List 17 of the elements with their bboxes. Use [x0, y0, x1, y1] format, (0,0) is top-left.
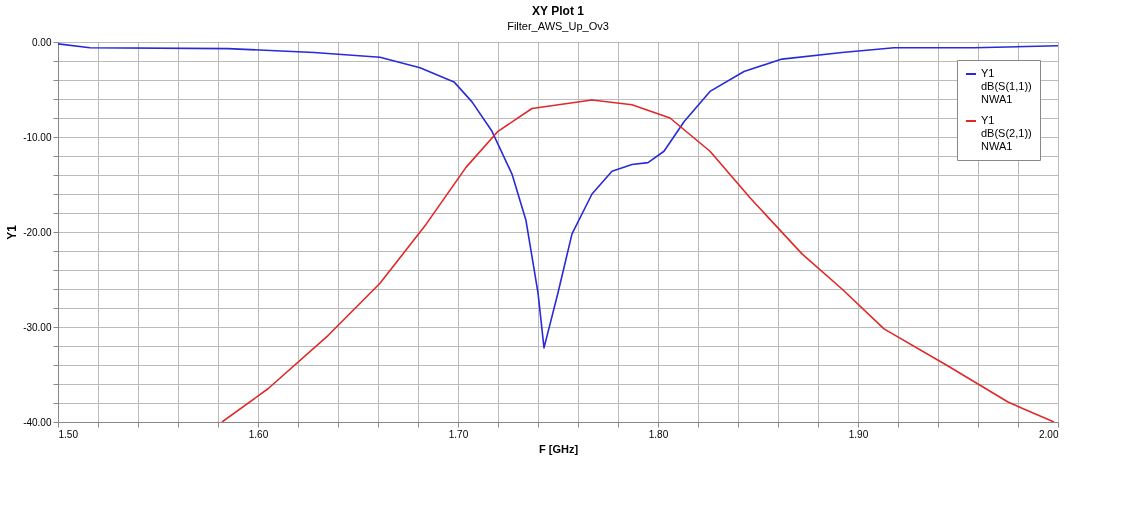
legend-label: Y1 dB(S(2,1)) NWA1 [981, 114, 1032, 152]
y-tick-label: -40.00 [23, 416, 52, 428]
x-tick-label: 2.00 [1039, 428, 1059, 440]
chart-subtitle: Filter_AWS_Up_Ov3 [507, 20, 609, 32]
x-tick-label: 1.90 [848, 428, 869, 440]
y-tick-label: -20.00 [23, 226, 52, 238]
chart-title: XY Plot 1 [532, 4, 585, 18]
y-tick-label: -10.00 [23, 131, 52, 143]
y-tick-label: 0.00 [32, 36, 52, 48]
x-tick-label: 1.50 [58, 428, 79, 440]
x-tick-label: 1.60 [248, 428, 269, 440]
x-tick-label: 1.80 [648, 428, 669, 440]
legend-label: Y1 dB(S(1,1)) NWA1 [981, 67, 1032, 105]
y-tick-label: -30.00 [23, 321, 52, 333]
x-axis-title: F [GHz] [538, 442, 579, 455]
x-tick-label: 1.70 [448, 428, 469, 440]
y-axis-title: Y1 [5, 224, 20, 240]
